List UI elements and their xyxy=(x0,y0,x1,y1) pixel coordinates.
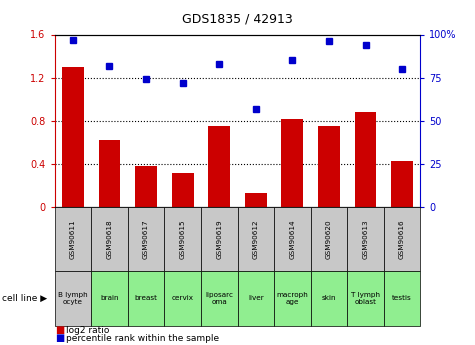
Text: GSM90616: GSM90616 xyxy=(399,219,405,259)
Bar xyxy=(318,126,340,207)
Bar xyxy=(135,166,157,207)
Bar xyxy=(91,207,128,271)
Text: GSM90620: GSM90620 xyxy=(326,219,332,259)
Text: GDS1835 / 42913: GDS1835 / 42913 xyxy=(182,12,293,25)
Bar xyxy=(98,140,121,207)
Text: GSM90614: GSM90614 xyxy=(289,219,295,259)
Text: percentile rank within the sample: percentile rank within the sample xyxy=(66,334,219,343)
Text: liposarc
oma: liposarc oma xyxy=(205,292,233,305)
Text: GSM90612: GSM90612 xyxy=(253,219,259,259)
Bar xyxy=(384,207,420,271)
Bar xyxy=(274,271,311,326)
Text: macroph
age: macroph age xyxy=(276,292,308,305)
Text: GSM90619: GSM90619 xyxy=(216,219,222,259)
Text: GSM90615: GSM90615 xyxy=(180,219,186,259)
Text: GSM90618: GSM90618 xyxy=(106,219,113,259)
Bar xyxy=(391,161,413,207)
Bar xyxy=(171,172,194,207)
Bar xyxy=(238,207,274,271)
Bar xyxy=(128,271,164,326)
Text: skin: skin xyxy=(322,295,336,302)
Text: B lymph
ocyte: B lymph ocyte xyxy=(58,292,88,305)
Bar xyxy=(238,271,274,326)
Text: cervix: cervix xyxy=(171,295,194,302)
Text: breast: breast xyxy=(134,295,158,302)
Bar xyxy=(281,119,304,207)
Text: T lymph
oblast: T lymph oblast xyxy=(351,292,380,305)
Text: cell line ▶: cell line ▶ xyxy=(2,294,48,303)
Bar xyxy=(208,126,230,207)
Bar xyxy=(201,207,238,271)
Text: log2 ratio: log2 ratio xyxy=(66,326,110,335)
Bar xyxy=(354,112,377,207)
Text: brain: brain xyxy=(100,295,119,302)
Bar xyxy=(55,207,91,271)
Bar xyxy=(347,207,384,271)
Text: GSM90613: GSM90613 xyxy=(362,219,369,259)
Bar xyxy=(311,271,347,326)
Bar xyxy=(384,271,420,326)
Text: ■: ■ xyxy=(55,333,64,343)
Bar xyxy=(274,207,311,271)
Text: GSM90611: GSM90611 xyxy=(70,219,76,259)
Text: GSM90617: GSM90617 xyxy=(143,219,149,259)
Text: liver: liver xyxy=(248,295,264,302)
Bar xyxy=(164,207,201,271)
Text: testis: testis xyxy=(392,295,412,302)
Bar xyxy=(245,193,267,207)
Bar xyxy=(128,207,164,271)
Bar xyxy=(347,271,384,326)
Bar xyxy=(62,67,84,207)
Bar xyxy=(164,271,201,326)
Bar xyxy=(201,271,238,326)
Text: ■: ■ xyxy=(55,325,64,335)
Bar xyxy=(311,207,347,271)
Bar xyxy=(91,271,128,326)
Bar xyxy=(55,271,91,326)
